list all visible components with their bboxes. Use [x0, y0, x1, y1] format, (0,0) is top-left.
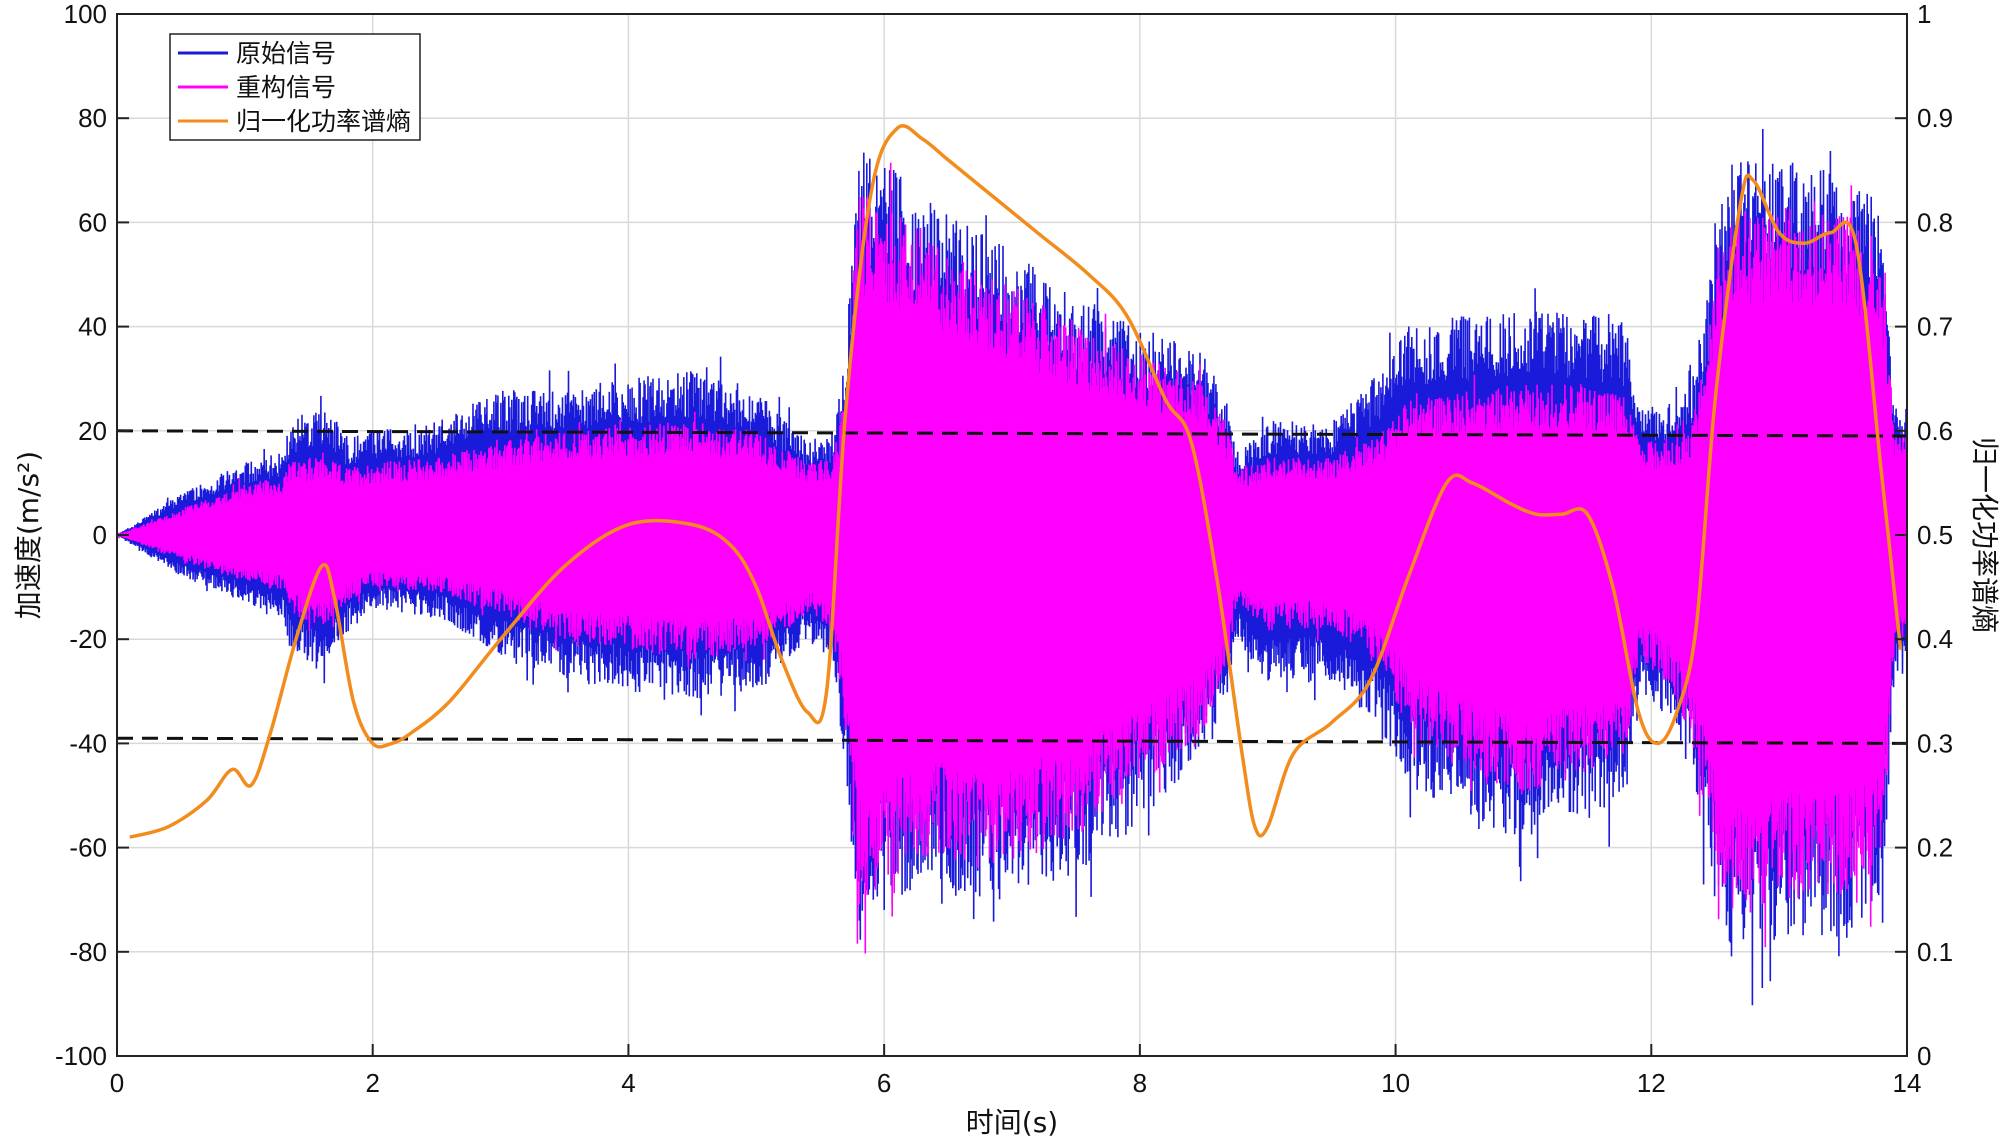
right-y-tick-label: 0.5	[1917, 520, 1953, 550]
x-axis-title: 时间(s)	[966, 1106, 1058, 1139]
left-y-tick-label: -40	[69, 728, 107, 758]
series-layer	[117, 128, 1907, 1006]
series-line	[117, 128, 1907, 1006]
right-y-tick-label: 0.2	[1917, 833, 1953, 863]
left-y-tick-label: -80	[69, 937, 107, 967]
right-y-tick-label: 0.9	[1917, 103, 1953, 133]
x-tick-label: 0	[110, 1068, 124, 1098]
x-tick-label: 4	[621, 1068, 635, 1098]
left-y-tick-label: -60	[69, 833, 107, 863]
right-y-tick-label: 0.4	[1917, 624, 1953, 654]
series-line	[117, 162, 1907, 954]
legend: 原始信号 重构信号 归一化功率谱熵	[169, 33, 421, 141]
ticks	[116, 13, 1908, 1057]
legend-label: 归一化功率谱熵	[236, 107, 411, 136]
right-y-tick-label: 0.1	[1917, 937, 1953, 967]
right-y-tick-label: 0.6	[1917, 416, 1953, 446]
tick-labels: 0 2 4 6 8 10 12 14100806040200-20-40-60-80-1001…	[55, 0, 1953, 1098]
x-tick-label: 10	[1381, 1068, 1410, 1098]
right-y-tick-label: 0.8	[1917, 207, 1953, 237]
legend-entry: 重构信号	[178, 73, 336, 102]
left-y-tick-label: -20	[69, 624, 107, 654]
left-y-tick-label: 100	[64, 0, 107, 29]
left-y-tick-label: -100	[55, 1041, 107, 1071]
left-axis-title: 加速度(m/s²)	[12, 451, 45, 619]
left-y-tick-label: 0	[93, 520, 107, 550]
x-tick-label: 14	[1893, 1068, 1922, 1098]
left-y-tick-label: 40	[78, 312, 107, 342]
legend-label: 重构信号	[236, 73, 336, 102]
entropy-layer	[129, 124, 1903, 839]
x-tick-label: 6	[877, 1068, 891, 1098]
legend-entry: 归一化功率谱熵	[178, 107, 411, 136]
left-y-tick-label: 20	[78, 416, 107, 446]
right-y-tick-label: 0	[1917, 1041, 1931, 1071]
legend-label: 原始信号	[236, 39, 336, 68]
x-tick-label: 12	[1637, 1068, 1666, 1098]
left-y-tick-label: 60	[78, 207, 107, 237]
x-tick-label: 2	[365, 1068, 379, 1098]
series-line	[129, 124, 1903, 839]
right-axis-title: 归一化功率谱熵	[1968, 437, 2000, 633]
right-y-tick-label: 0.7	[1917, 312, 1953, 342]
right-y-tick-label: 0.3	[1917, 728, 1953, 758]
right-y-tick-label: 1	[1917, 0, 1931, 29]
x-tick-label: 8	[1133, 1068, 1147, 1098]
left-y-tick-label: 80	[78, 103, 107, 133]
legend-entry: 原始信号	[178, 39, 336, 68]
